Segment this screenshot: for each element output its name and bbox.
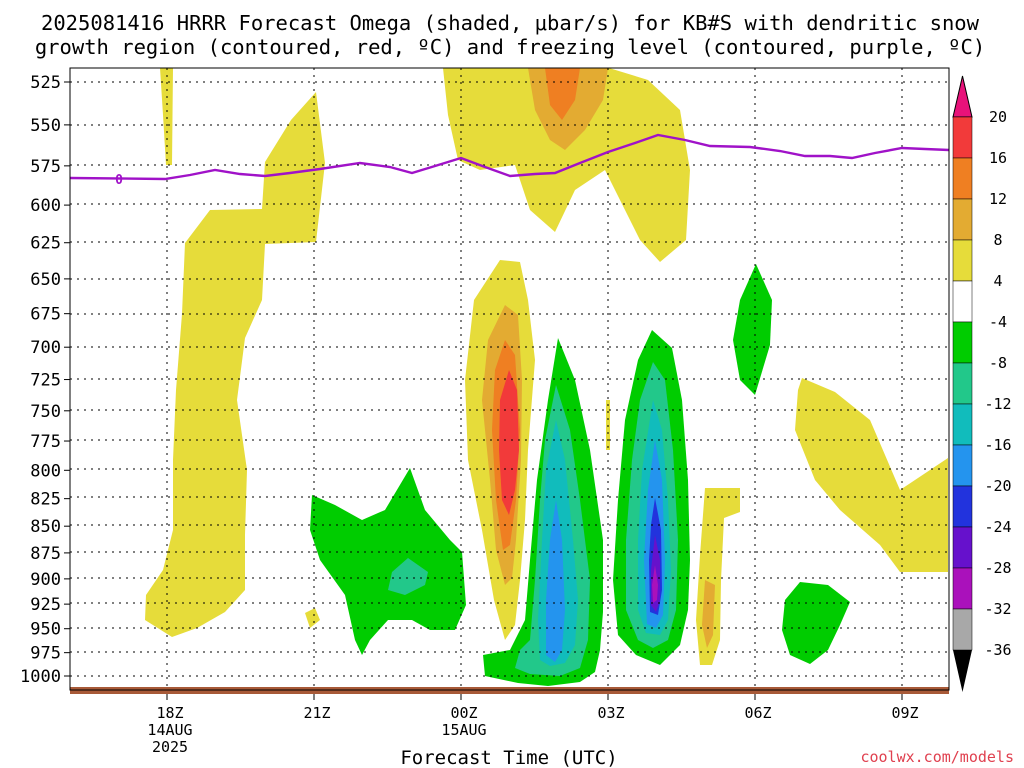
colorbar-tick-label: -36 bbox=[984, 641, 1011, 659]
x-tick-label: 06Z bbox=[744, 704, 771, 722]
colorbar-tick-label: -12 bbox=[984, 395, 1011, 413]
colorbar-segment bbox=[952, 608, 973, 651]
y-tick-label: 700 bbox=[30, 338, 61, 358]
y-tick-label: 775 bbox=[30, 432, 61, 452]
omega-shading bbox=[145, 68, 948, 686]
y-tick-label: 725 bbox=[30, 371, 61, 391]
x-tick-label: 09Z bbox=[891, 704, 918, 722]
y-tick-label: 825 bbox=[30, 490, 61, 510]
colorbar-segment bbox=[952, 362, 973, 405]
y-tick-label: 875 bbox=[30, 544, 61, 564]
colorbar-tick-label: -8 bbox=[989, 354, 1007, 372]
y-tick-label: 850 bbox=[30, 517, 61, 537]
colorbar-tick-label: -16 bbox=[984, 436, 1011, 454]
colorbar-segment bbox=[952, 280, 973, 323]
y-tick-label: 950 bbox=[30, 620, 61, 640]
colorbar-tick-label: 4 bbox=[993, 272, 1002, 290]
colorbar-tick-label: 12 bbox=[989, 190, 1007, 208]
y-tick-label: 650 bbox=[30, 270, 61, 290]
plot-frame bbox=[69, 67, 950, 691]
omega-negative-region bbox=[546, 500, 565, 662]
omega-positive-region bbox=[145, 92, 325, 637]
y-tick-label: 1000 bbox=[20, 667, 61, 687]
colorbar-tick-label: -4 bbox=[989, 313, 1007, 331]
x-tick-label: 03Z bbox=[597, 704, 624, 722]
omega-positive-region bbox=[305, 608, 320, 628]
omega-negative-region bbox=[310, 468, 466, 655]
colorbar-segment bbox=[952, 567, 973, 610]
x-tick-label: 2025 bbox=[152, 738, 188, 756]
omega-negative-region bbox=[652, 565, 658, 603]
colorbar-top-arrow bbox=[952, 75, 973, 118]
colorbar-segment bbox=[952, 198, 973, 241]
grid bbox=[70, 68, 949, 690]
y-tick-label: 575 bbox=[30, 157, 61, 177]
colorbar-tick-label: -20 bbox=[984, 477, 1011, 495]
credit-text: coolwx.com/models bbox=[860, 748, 1014, 766]
colorbar-bottom-arrow bbox=[953, 650, 972, 692]
freezing-level-label: 0 bbox=[115, 173, 123, 188]
omega-positive-region bbox=[545, 68, 580, 120]
colorbar-tick-label: 20 bbox=[989, 108, 1007, 126]
colorbar-segment bbox=[952, 321, 973, 364]
omega-positive-region bbox=[702, 580, 715, 648]
colorbar-segment bbox=[952, 116, 973, 159]
y-tick-label: 750 bbox=[30, 402, 61, 422]
y-tick-label: 550 bbox=[30, 116, 61, 136]
omega-positive-region bbox=[443, 68, 690, 262]
y-tick-label: 925 bbox=[30, 595, 61, 615]
x-tick-label: 15AUG bbox=[441, 721, 486, 739]
y-tick-label: 600 bbox=[30, 196, 61, 216]
omega-positive-region bbox=[160, 68, 173, 165]
chart-title-line-1: 2025081416 HRRR Forecast Omega (shaded, … bbox=[41, 11, 980, 35]
y-tick-label: 675 bbox=[30, 305, 61, 325]
colorbar-tick-label: 8 bbox=[993, 231, 1002, 249]
x-axis-label: Forecast Time (UTC) bbox=[400, 747, 617, 768]
colorbar-segment bbox=[952, 239, 973, 282]
y-tick-label: 975 bbox=[30, 644, 61, 664]
y-tick-label: 525 bbox=[30, 73, 61, 93]
colorbar-segment bbox=[952, 157, 973, 200]
chart-title-line-2: growth region (contoured, red, ºC) and f… bbox=[35, 35, 985, 59]
y-tick-label: 900 bbox=[30, 570, 61, 590]
colorbar-tick-label: -24 bbox=[984, 518, 1011, 536]
x-tick-label: 14AUG bbox=[147, 721, 192, 739]
omega-negative-region bbox=[733, 264, 772, 395]
omega-positive-region bbox=[499, 370, 519, 515]
colorbar-segment bbox=[952, 485, 973, 528]
freezing-level-contour bbox=[69, 133, 950, 181]
colorbar-segment bbox=[952, 403, 973, 446]
x-tick-label: 18Z bbox=[156, 704, 183, 722]
colorbar-segment bbox=[952, 444, 973, 487]
y-tick-label: 625 bbox=[30, 234, 61, 254]
colorbar-tick-label: -28 bbox=[984, 559, 1011, 577]
x-tick-label: 21Z bbox=[303, 704, 330, 722]
y-axis: 525 550 575 600 625 650 675 700 725 750 775 800 825 8… bbox=[20, 73, 70, 687]
colorbar: 20 16 12 8 4 -4 -8 -12 -16 -20 -24 -28 -32 -36 bbox=[952, 75, 1012, 692]
omega-negative-region bbox=[388, 558, 428, 595]
colorbar-tick-label: -32 bbox=[984, 600, 1011, 618]
y-tick-label: 800 bbox=[30, 461, 61, 481]
x-tick-label: 00Z bbox=[450, 704, 477, 722]
omega-positive-region bbox=[795, 378, 948, 572]
colorbar-tick-label: 16 bbox=[989, 149, 1007, 167]
colorbar-segment bbox=[952, 526, 973, 569]
